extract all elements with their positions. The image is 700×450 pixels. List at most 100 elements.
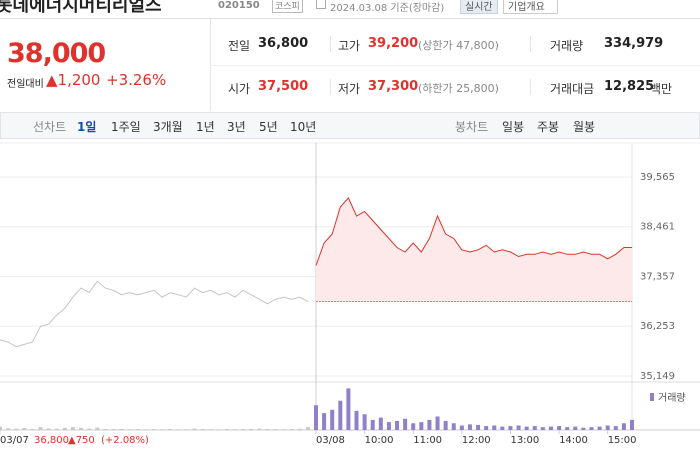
volume-bar [135, 428, 140, 430]
volume-bar [605, 425, 610, 430]
period-tab[interactable]: 1주일 [111, 120, 141, 134]
volume-bar [79, 427, 84, 430]
stat-label: 거래대금 [550, 82, 595, 96]
x-tick-label: 10:00 [365, 435, 394, 446]
tab-label: 봉차트 [455, 120, 489, 134]
price-line [0, 280, 309, 348]
footer-pct: (+2.08%) [101, 435, 149, 446]
volume-bar [597, 426, 602, 430]
volume-bar [249, 428, 254, 430]
volume-bar [192, 428, 197, 430]
volume-bar [500, 426, 505, 430]
stat-label: 시가 [228, 82, 251, 96]
volume-bar [54, 428, 59, 430]
stock-code: 020150 [218, 0, 260, 11]
volume-bar [346, 388, 351, 430]
chart: 거래량 39,565 38,461 37,357 36,253 35,149 03/07 0… [0, 142, 700, 446]
stat-note: (하한가 25,800) [418, 82, 499, 95]
market-badge: 코스피 [272, 0, 303, 13]
volume-bar [484, 426, 489, 430]
candle-tab[interactable]: 일봉 [502, 120, 525, 134]
volume-bar [297, 428, 302, 430]
period-tab[interactable]: 3개월 [153, 120, 183, 134]
volume-bar [46, 428, 51, 430]
volume-bar [143, 429, 148, 430]
period-tab[interactable]: 10년 [290, 120, 317, 134]
volume-bar [200, 429, 205, 430]
volume-bar [127, 429, 132, 430]
stat-value: 334,979 [604, 36, 664, 51]
stat-value: 12,825 [604, 79, 655, 94]
stat-label: 거래량 [550, 39, 584, 53]
legend-label: 거래량 [658, 392, 686, 404]
y-tick-label: 39,565 [640, 172, 675, 183]
stat-unit: 백만 [650, 82, 673, 96]
divider [330, 79, 331, 95]
x-tick-label: 11:00 [413, 435, 442, 446]
change-label: 전일대비 [7, 79, 44, 90]
area [316, 197, 632, 302]
company-button[interactable]: 기업개요 [503, 0, 558, 14]
volume-bar [492, 425, 497, 430]
period-tab[interactable]: 5년 [259, 120, 278, 134]
volume-bar [70, 427, 75, 430]
volume-bar [524, 426, 529, 430]
volume-bar [370, 419, 375, 430]
period-tab[interactable]: 1일 [77, 120, 97, 134]
volume-bar [224, 428, 229, 430]
volume-bar [160, 429, 165, 430]
volume-bar [22, 427, 27, 430]
volume-bar [257, 428, 262, 430]
x-tick-label: 03/08 [316, 435, 345, 446]
volume-bar [305, 427, 310, 430]
candle-tab[interactable]: 월봉 [573, 120, 596, 134]
volume-bar [403, 418, 408, 430]
y-tick-label: 38,461 [640, 222, 675, 233]
volume-bar [435, 416, 440, 430]
stat-value: 37,300 [368, 79, 419, 94]
volume-bar [338, 400, 343, 430]
volume-bar [6, 428, 11, 430]
tab-label: 선차트 [33, 120, 67, 134]
volume-bar [322, 413, 327, 430]
footer-price: 36,800 [34, 435, 69, 446]
period-tab[interactable]: 1년 [196, 120, 215, 134]
volume-bar [184, 429, 189, 430]
volume-bar [62, 427, 67, 430]
volume-bar [216, 429, 221, 430]
stat-value: 39,200 [368, 36, 419, 51]
volume-bar [151, 429, 156, 430]
volume-bar [451, 423, 456, 430]
volume-bar [378, 417, 383, 430]
volume-bar [508, 426, 513, 430]
x-tick-label: 12:00 [462, 435, 491, 446]
realtime-button[interactable]: 실시간 [460, 0, 498, 14]
volume-bar [621, 423, 626, 430]
stat-value: 36,800 [258, 36, 309, 51]
volume-bar [395, 421, 400, 430]
calendar-icon [316, 0, 326, 9]
volume-bar [241, 429, 246, 430]
x-tick-label: 03/07 [0, 435, 29, 446]
volume-bar [548, 426, 553, 430]
volume-bar [630, 419, 634, 430]
stock-name[interactable]: 롯데에너지머티리얼즈 [0, 0, 162, 16]
x-tick-label: 13:00 [510, 435, 539, 446]
volume-bar [532, 426, 537, 430]
footer-change: ▲750 [68, 435, 95, 446]
volume-bar [119, 428, 124, 430]
volume-bar [281, 429, 286, 430]
volume-bar [232, 429, 237, 430]
period-tab[interactable]: 3년 [227, 120, 246, 134]
stat-label: 고가 [338, 39, 361, 53]
volume-bar [581, 427, 586, 430]
volume-bar [289, 428, 294, 430]
x-tick-label: 14:00 [559, 435, 588, 446]
top-bar: 롯데에너지머티리얼즈 020150 코스피 2024.03.08 기준(장마감)… [0, 0, 700, 19]
date: 2024.03.08 기준(장마감) [330, 3, 445, 14]
candle-tab[interactable]: 주봉 [537, 120, 560, 134]
volume-bar [589, 427, 594, 430]
volume-bar [330, 409, 335, 430]
volume-bar [419, 422, 424, 430]
